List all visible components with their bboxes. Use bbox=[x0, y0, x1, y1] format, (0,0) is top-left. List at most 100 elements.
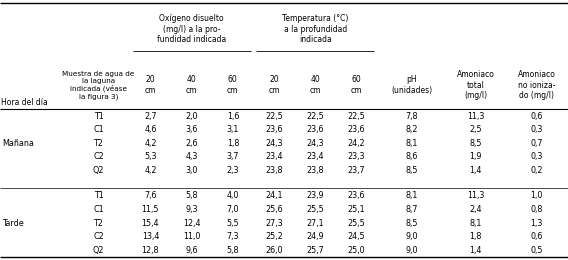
Text: 5,8: 5,8 bbox=[227, 246, 239, 255]
Text: 22,5: 22,5 bbox=[348, 112, 365, 121]
Text: 11,3: 11,3 bbox=[467, 191, 485, 200]
Text: 1,4: 1,4 bbox=[469, 246, 482, 255]
Text: 8,7: 8,7 bbox=[405, 205, 417, 214]
Text: Amoniaco
total
(mg/l): Amoniaco total (mg/l) bbox=[457, 70, 495, 100]
Text: 0,3: 0,3 bbox=[531, 125, 543, 134]
Text: 11,0: 11,0 bbox=[183, 232, 201, 242]
Text: 3,6: 3,6 bbox=[185, 125, 198, 134]
Text: Muestra de agua de
la laguna
indicada (véase
la figura 3): Muestra de agua de la laguna indicada (v… bbox=[62, 70, 135, 100]
Text: 5,5: 5,5 bbox=[227, 219, 239, 228]
Text: 0,8: 0,8 bbox=[531, 205, 543, 214]
Text: 8,5: 8,5 bbox=[469, 139, 482, 148]
Text: 25,0: 25,0 bbox=[348, 246, 365, 255]
Text: 8,5: 8,5 bbox=[405, 166, 417, 175]
Text: 11,3: 11,3 bbox=[467, 112, 485, 121]
Text: 24,3: 24,3 bbox=[307, 139, 324, 148]
Text: 2,5: 2,5 bbox=[469, 125, 482, 134]
Text: 20
cm: 20 cm bbox=[268, 75, 280, 95]
Text: Mañana: Mañana bbox=[2, 139, 34, 148]
Text: 40
cm: 40 cm bbox=[186, 75, 197, 95]
Text: 25,5: 25,5 bbox=[306, 205, 324, 214]
Text: Q2: Q2 bbox=[93, 246, 105, 255]
Text: 5,8: 5,8 bbox=[185, 191, 198, 200]
Text: 23,3: 23,3 bbox=[348, 152, 365, 161]
Text: 23,8: 23,8 bbox=[307, 166, 324, 175]
Text: 4,2: 4,2 bbox=[144, 139, 157, 148]
Text: pH
(unidades): pH (unidades) bbox=[391, 75, 432, 95]
Text: 8,1: 8,1 bbox=[406, 139, 417, 148]
Text: 1,4: 1,4 bbox=[469, 166, 482, 175]
Text: 0,2: 0,2 bbox=[531, 166, 543, 175]
Text: 23,4: 23,4 bbox=[307, 152, 324, 161]
Text: 1,3: 1,3 bbox=[531, 219, 543, 228]
Text: 7,8: 7,8 bbox=[405, 112, 417, 121]
Text: T2: T2 bbox=[94, 219, 103, 228]
Text: 24,1: 24,1 bbox=[265, 191, 283, 200]
Text: 23,9: 23,9 bbox=[307, 191, 324, 200]
Text: 60
cm: 60 cm bbox=[227, 75, 239, 95]
Text: 40
cm: 40 cm bbox=[310, 75, 321, 95]
Text: 8,6: 8,6 bbox=[406, 152, 417, 161]
Text: 4,6: 4,6 bbox=[144, 125, 157, 134]
Text: 9,0: 9,0 bbox=[405, 246, 417, 255]
Text: 5,3: 5,3 bbox=[144, 152, 157, 161]
Text: 2,6: 2,6 bbox=[185, 139, 198, 148]
Text: 2,7: 2,7 bbox=[144, 112, 157, 121]
Text: 8,1: 8,1 bbox=[469, 219, 482, 228]
Text: 9,6: 9,6 bbox=[185, 246, 198, 255]
Text: 0,6: 0,6 bbox=[531, 112, 543, 121]
Text: 0,7: 0,7 bbox=[531, 139, 543, 148]
Text: 3,1: 3,1 bbox=[227, 125, 239, 134]
Text: 1,8: 1,8 bbox=[227, 139, 239, 148]
Text: 25,7: 25,7 bbox=[306, 246, 324, 255]
Text: 2,3: 2,3 bbox=[227, 166, 239, 175]
Text: 23,6: 23,6 bbox=[348, 191, 365, 200]
Text: 22,5: 22,5 bbox=[265, 112, 283, 121]
Text: 8,2: 8,2 bbox=[405, 125, 417, 134]
Text: 7,6: 7,6 bbox=[144, 191, 157, 200]
Text: Temperatura (°C)
a la profundidad
indicada: Temperatura (°C) a la profundidad indica… bbox=[282, 14, 349, 44]
Text: T1: T1 bbox=[94, 112, 103, 121]
Text: 11,5: 11,5 bbox=[141, 205, 159, 214]
Text: 25,1: 25,1 bbox=[348, 205, 365, 214]
Text: 27,1: 27,1 bbox=[307, 219, 324, 228]
Text: 22,5: 22,5 bbox=[306, 112, 324, 121]
Text: 9,0: 9,0 bbox=[405, 232, 417, 242]
Text: 60
cm: 60 cm bbox=[351, 75, 362, 95]
Text: 7,3: 7,3 bbox=[227, 232, 239, 242]
Text: 25,5: 25,5 bbox=[348, 219, 365, 228]
Text: 9,3: 9,3 bbox=[185, 205, 198, 214]
Text: 15,4: 15,4 bbox=[141, 219, 159, 228]
Text: 27,3: 27,3 bbox=[265, 219, 283, 228]
Text: 23,6: 23,6 bbox=[348, 125, 365, 134]
Text: 12,8: 12,8 bbox=[141, 246, 159, 255]
Text: 23,8: 23,8 bbox=[265, 166, 283, 175]
Text: Oxígeno disuelto
(mg/l) a la pro-
fundidad indicada: Oxígeno disuelto (mg/l) a la pro- fundid… bbox=[157, 14, 226, 44]
Text: C2: C2 bbox=[93, 232, 104, 242]
Text: T1: T1 bbox=[94, 191, 103, 200]
Text: 1,6: 1,6 bbox=[227, 112, 239, 121]
Text: 23,6: 23,6 bbox=[265, 125, 283, 134]
Text: 7,0: 7,0 bbox=[227, 205, 239, 214]
Text: 13,4: 13,4 bbox=[141, 232, 159, 242]
Text: Q2: Q2 bbox=[93, 166, 105, 175]
Text: 0,3: 0,3 bbox=[531, 152, 543, 161]
Text: 4,2: 4,2 bbox=[144, 166, 157, 175]
Text: 23,7: 23,7 bbox=[348, 166, 365, 175]
Text: 1,9: 1,9 bbox=[469, 152, 482, 161]
Text: 25,6: 25,6 bbox=[265, 205, 283, 214]
Text: 3,7: 3,7 bbox=[227, 152, 239, 161]
Text: 0,6: 0,6 bbox=[531, 232, 543, 242]
Text: 2,0: 2,0 bbox=[185, 112, 198, 121]
Text: 4,0: 4,0 bbox=[227, 191, 239, 200]
Text: 26,0: 26,0 bbox=[265, 246, 283, 255]
Text: Hora del día: Hora del día bbox=[1, 98, 48, 107]
Text: C2: C2 bbox=[93, 152, 104, 161]
Text: 8,5: 8,5 bbox=[405, 219, 417, 228]
Text: 24,9: 24,9 bbox=[307, 232, 324, 242]
Text: 0,5: 0,5 bbox=[531, 246, 543, 255]
Text: 20
cm: 20 cm bbox=[145, 75, 156, 95]
Text: 23,4: 23,4 bbox=[265, 152, 283, 161]
Text: C1: C1 bbox=[93, 125, 104, 134]
Text: T2: T2 bbox=[94, 139, 103, 148]
